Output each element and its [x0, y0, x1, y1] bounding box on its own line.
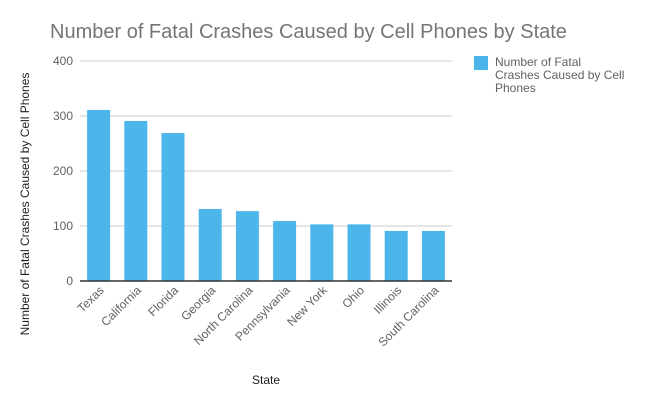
x-tick-label: Texas	[75, 283, 107, 315]
y-tick-label: 200	[53, 164, 73, 178]
legend-line-1: Number of Fatal	[495, 55, 581, 69]
bar-new-york	[310, 224, 334, 281]
legend-line-3: Phones	[495, 81, 536, 95]
x-tick-label: Ohio	[339, 283, 367, 311]
bar-california	[124, 120, 148, 281]
bars	[87, 109, 445, 281]
legend: Number of Fatal Crashes Caused by Cell P…	[474, 55, 624, 95]
legend-swatch	[474, 56, 488, 70]
x-tick-label: Florida	[145, 283, 181, 319]
bar-north-carolina	[235, 211, 259, 281]
y-axis-label: Number of Fatal Crashes Caused by Cell P…	[18, 73, 32, 336]
y-tick-label: 0	[66, 274, 73, 288]
x-tick-label: Illinois	[371, 283, 404, 316]
bar-georgia	[198, 208, 222, 281]
bar-pennsylvania	[273, 221, 297, 281]
legend-line-2: Crashes Caused by Cell	[495, 68, 624, 82]
bar-illinois	[384, 230, 408, 281]
bar-florida	[161, 133, 185, 281]
bar-ohio	[347, 224, 371, 281]
chart-title: Number of Fatal Crashes Caused by Cell P…	[50, 21, 567, 43]
y-tick-label: 100	[53, 219, 73, 233]
y-tick-label: 300	[53, 109, 73, 123]
bar-south-carolina	[421, 230, 445, 281]
x-tick-label: New York	[284, 283, 330, 329]
y-tick-label: 400	[53, 54, 73, 68]
y-tick-labels: 0 100 200 300 400	[53, 54, 73, 288]
x-axis-label: State	[252, 373, 280, 387]
x-tick-label: California	[98, 283, 144, 329]
bar-texas	[87, 109, 111, 281]
